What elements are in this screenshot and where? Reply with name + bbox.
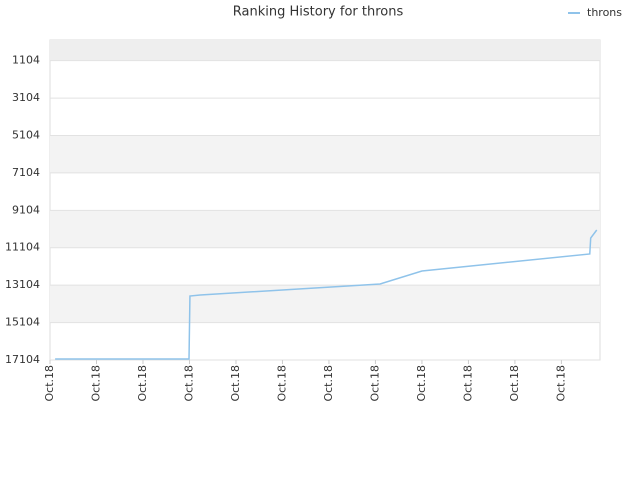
band [50,210,600,248]
chart-title: Ranking History for throns [233,5,404,20]
y-tick-label: 9104 [12,203,40,216]
x-tick-label: Oct.18 [508,365,521,402]
line [55,229,598,360]
x-tick-label: Oct.18 [368,365,381,402]
x-tick-label: Oct.18 [89,365,102,402]
y-tick-label: 1104 [12,54,40,67]
x-tick-label: Oct.18 [136,365,149,402]
band [50,135,600,173]
x-tick-label: Oct.18 [182,365,195,402]
band [50,40,600,61]
band [50,285,600,323]
x-tick-label: Oct.18 [229,365,242,402]
y-tick-label: 5104 [12,128,40,141]
y-tick-label: 15104 [5,316,40,329]
x-tick-label: Oct.18 [322,365,335,402]
x-tick-label: Oct.18 [461,365,474,402]
x-tick-label: Oct.18 [554,365,567,402]
y-tick-label: 13104 [5,278,40,291]
y-tick-label: 7104 [12,166,40,179]
x-tick-label: Oct.18 [415,365,428,402]
y-tick-label: 11104 [5,241,40,254]
legend-label: throns [587,6,622,19]
y-tick-label: 17104 [5,353,40,366]
x-tick-label: Oct.18 [275,365,288,402]
x-tick-label: Oct.18 [43,365,56,402]
y-tick-label: 3104 [12,91,40,104]
